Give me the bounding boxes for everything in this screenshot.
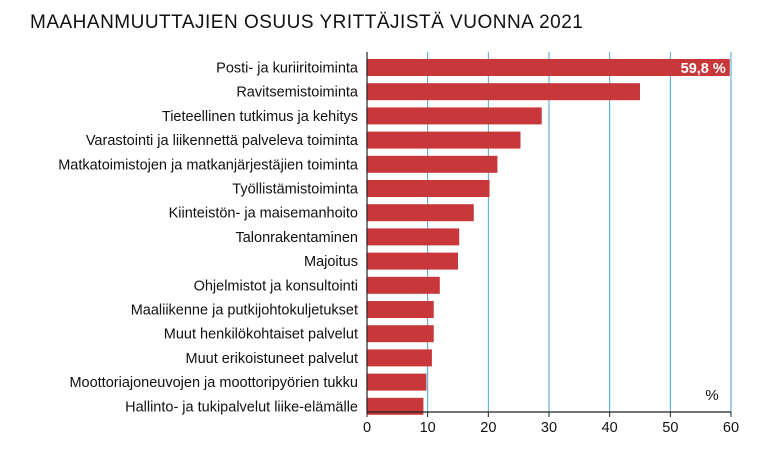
category-label: Muut henkilökohtaiset palvelut (164, 327, 358, 343)
category-label: Maaliikenne ja putkijohtokuljetukset (131, 303, 358, 319)
category-label: Matkatoimistojen ja matkanjärjestäjien t… (58, 157, 359, 173)
bar (367, 373, 427, 391)
category-label: Varastointi ja liikennettä palveleva toi… (86, 133, 359, 149)
bar (367, 325, 434, 343)
category-label: Kiinteistön- ja maisemanhoito (169, 206, 358, 222)
chart-title: MAAHANMUUTTAJIEN OSUUS YRITTÄJISTÄ VUONN… (30, 12, 584, 33)
bar (367, 59, 730, 76)
bar (367, 301, 434, 318)
bar (367, 107, 542, 125)
bar (367, 397, 424, 415)
category-label: Posti- ja kuriiritoiminta (216, 61, 359, 77)
bar (367, 180, 490, 197)
bar (367, 204, 474, 222)
category-label: Moottoriajoneuvojen ja moottoripyörien t… (69, 375, 358, 391)
category-label: Hallinto- ja tukipalvelut liike-elämälle (125, 399, 358, 415)
bar (367, 349, 432, 367)
bar (367, 131, 521, 149)
bar (367, 83, 640, 101)
category-label: Talonrakentaminen (235, 230, 358, 246)
unit-label: % (705, 387, 718, 404)
bar (367, 276, 440, 294)
data-label: 59,8 % (681, 61, 726, 77)
x-tick-label: 40 (602, 420, 618, 436)
bar (367, 228, 460, 246)
x-tick-label: 60 (723, 420, 739, 436)
category-label: Ravitsemistoiminta (236, 85, 359, 101)
bar (367, 155, 498, 173)
x-tick-label: 50 (662, 420, 678, 436)
category-label: Työllistämistoiminta (232, 182, 359, 198)
x-tick-label: 0 (363, 420, 371, 436)
category-label: Majoitus (304, 254, 358, 270)
category-label: Ohjelmistot ja konsultointi (194, 278, 358, 294)
category-label: Muut erikoistuneet palvelut (186, 351, 359, 367)
x-tick-label: 10 (420, 420, 436, 436)
x-tick-label: 30 (541, 420, 557, 436)
bar (367, 252, 458, 270)
x-tick-label: 20 (480, 420, 496, 436)
category-label: Tieteellinen tutkimus ja kehitys (162, 109, 358, 125)
